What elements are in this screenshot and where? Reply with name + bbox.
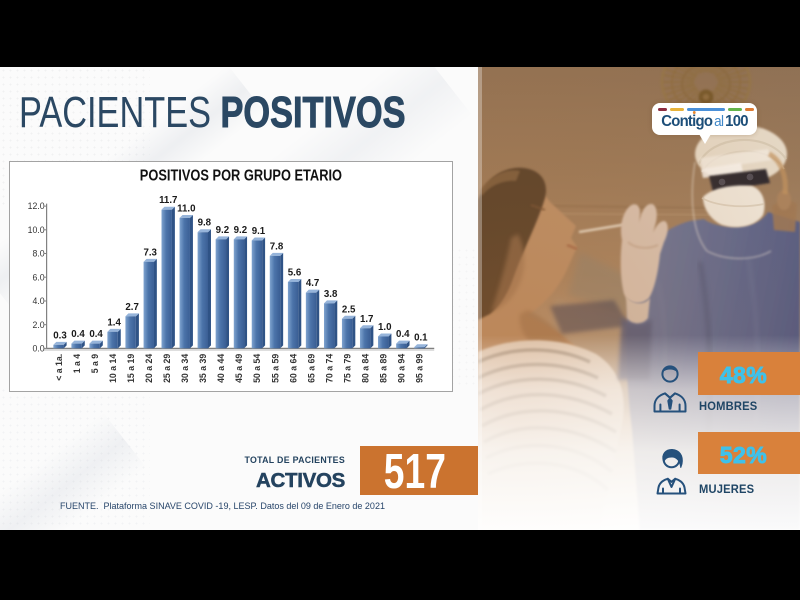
svg-text:95 a 99: 95 a 99 — [415, 354, 425, 383]
svg-text:1.7: 1.7 — [360, 314, 374, 325]
svg-text:55 a 59: 55 a 59 — [270, 354, 280, 383]
svg-text:1 a 4: 1 a 4 — [72, 354, 82, 374]
svg-text:35 a 39: 35 a 39 — [198, 354, 208, 383]
svg-text:10.0: 10.0 — [28, 225, 45, 235]
svg-text:30 a 34: 30 a 34 — [180, 354, 190, 383]
svg-text:5.6: 5.6 — [288, 268, 302, 279]
svg-text:3.8: 3.8 — [324, 289, 338, 300]
svg-text:65 a 69: 65 a 69 — [306, 354, 316, 383]
svg-text:70 a 74: 70 a 74 — [324, 354, 334, 383]
svg-text:9.1: 9.1 — [252, 226, 266, 237]
svg-text:0.0: 0.0 — [33, 343, 45, 353]
svg-text:1.0: 1.0 — [378, 322, 392, 333]
svg-text:75 a 79: 75 a 79 — [342, 354, 352, 383]
svg-text:60 a 64: 60 a 64 — [288, 354, 298, 383]
svg-text:12.0: 12.0 — [28, 201, 45, 211]
svg-text:0.4: 0.4 — [89, 329, 103, 340]
svg-text:0.1: 0.1 — [414, 333, 428, 344]
svg-text:9.2: 9.2 — [234, 225, 248, 236]
svg-text:4.0: 4.0 — [33, 296, 45, 306]
svg-text:10 a 14: 10 a 14 — [108, 354, 118, 383]
svg-text:< a 1a.: < a 1a. — [54, 354, 64, 381]
svg-text:1.4: 1.4 — [107, 317, 121, 328]
svg-text:4.7: 4.7 — [306, 278, 319, 289]
svg-text:0.4: 0.4 — [71, 329, 85, 340]
svg-text:9.8: 9.8 — [198, 218, 212, 229]
svg-text:50 a 54: 50 a 54 — [252, 354, 262, 383]
svg-text:25 a 29: 25 a 29 — [162, 354, 172, 383]
svg-text:9.2: 9.2 — [216, 225, 230, 236]
svg-text:2.0: 2.0 — [33, 320, 45, 330]
svg-text:11.7: 11.7 — [159, 195, 177, 206]
svg-text:8.0: 8.0 — [33, 249, 45, 259]
svg-text:0.3: 0.3 — [53, 330, 67, 341]
svg-text:11.0: 11.0 — [177, 203, 195, 214]
svg-text:45 a 49: 45 a 49 — [234, 354, 244, 383]
svg-text:20 a 24: 20 a 24 — [144, 354, 154, 383]
svg-text:5 a 9: 5 a 9 — [90, 354, 100, 374]
svg-text:90 a 94: 90 a 94 — [397, 354, 407, 383]
svg-text:6.0: 6.0 — [33, 272, 45, 282]
svg-text:POSITIVOS POR GRUPO ETARIO: POSITIVOS POR GRUPO ETARIO — [140, 167, 342, 184]
svg-text:7.3: 7.3 — [143, 247, 157, 258]
svg-text:85 a 89: 85 a 89 — [379, 354, 389, 383]
svg-text:40 a 44: 40 a 44 — [216, 354, 226, 383]
svg-text:2.7: 2.7 — [125, 302, 138, 313]
svg-text:2.5: 2.5 — [342, 304, 356, 315]
svg-text:80 a 84: 80 a 84 — [360, 354, 370, 383]
svg-text:7.8: 7.8 — [270, 241, 284, 252]
svg-text:0.4: 0.4 — [396, 329, 410, 340]
svg-text:15 a 19: 15 a 19 — [126, 354, 136, 383]
